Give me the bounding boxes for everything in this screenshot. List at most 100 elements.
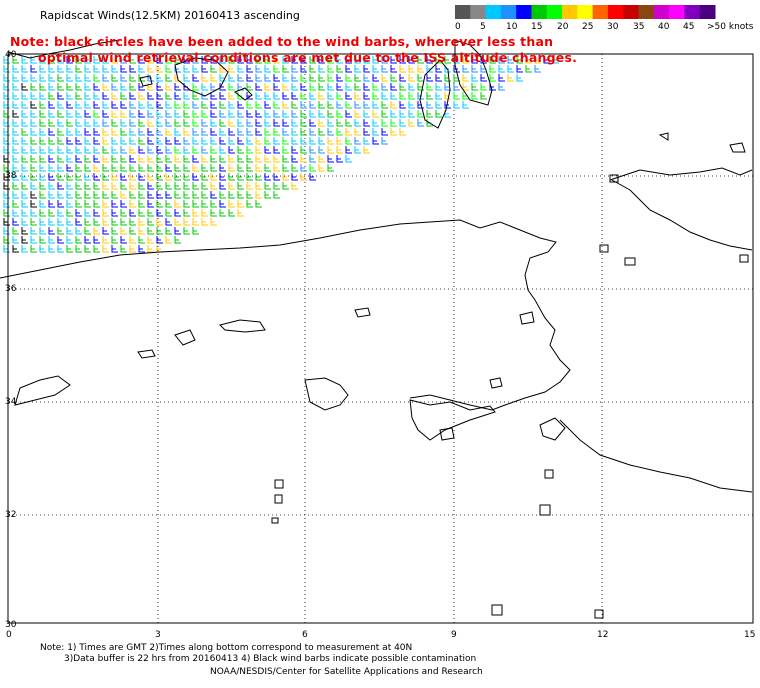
- colorbar-label: 15: [531, 22, 543, 32]
- wind-barb: [462, 56, 469, 64]
- wind-barb: [57, 119, 64, 127]
- wind-barb: [129, 164, 136, 172]
- wind-barb: [345, 155, 352, 163]
- wind-barb: [219, 209, 226, 217]
- wind-barb: [237, 146, 244, 154]
- wind-barb: [147, 191, 154, 199]
- wind-barb: [291, 164, 298, 172]
- wind-barb: [237, 155, 244, 163]
- wind-barb: [183, 191, 190, 199]
- wind-barb: [336, 128, 343, 136]
- wind-barb: [129, 200, 136, 208]
- wind-barb: [192, 92, 199, 100]
- wind-barb: [363, 137, 370, 145]
- wind-barb: [228, 101, 235, 109]
- wind-barb: [138, 146, 145, 154]
- wind-barb: [219, 128, 226, 136]
- wind-barb: [282, 119, 289, 127]
- wind-barb: [48, 65, 55, 73]
- wind-barb: [93, 164, 100, 172]
- colorbar-swatch: [546, 5, 563, 19]
- wind-barb: [21, 200, 28, 208]
- wind-barb: [84, 173, 91, 181]
- colorbar-swatch: [577, 5, 594, 19]
- wind-barb: [120, 173, 127, 181]
- wind-barb: [21, 164, 28, 172]
- wind-barb: [309, 65, 316, 73]
- wind-barb: [66, 155, 73, 163]
- wind-barb: [282, 173, 289, 181]
- colorbar-label: 30: [607, 22, 619, 32]
- wind-barb: [165, 83, 172, 91]
- wind-barb: [48, 227, 55, 235]
- wind-barb: [111, 83, 118, 91]
- wind-barb: [30, 128, 37, 136]
- wind-barb: [156, 164, 163, 172]
- wind-barb: [111, 65, 118, 73]
- wind-barb: [192, 164, 199, 172]
- wind-barb: [111, 200, 118, 208]
- wind-barb: [462, 92, 469, 100]
- wind-barb: [318, 128, 325, 136]
- wind-barb: [165, 137, 172, 145]
- wind-barb: [57, 128, 64, 136]
- wind-barb: [219, 155, 226, 163]
- wind-barb: [192, 200, 199, 208]
- colorbar-swatch: [684, 5, 701, 19]
- wind-barb: [102, 200, 109, 208]
- wind-barb: [138, 191, 145, 199]
- wind-barb: [417, 119, 424, 127]
- wind-barb: [165, 164, 172, 172]
- wind-barb: [192, 146, 199, 154]
- wind-barb: [3, 209, 10, 217]
- page-title: Rapidscat Winds(12.5KM) 20160413 ascendi…: [40, 9, 300, 22]
- wind-barb: [120, 74, 127, 82]
- lat-label-34: 34: [5, 397, 17, 407]
- wind-barb: [165, 92, 172, 100]
- wind-barb: [246, 83, 253, 91]
- wind-barb: [129, 182, 136, 190]
- wind-barb: [228, 164, 235, 172]
- wind-barb: [201, 218, 208, 226]
- colorbar-label: 10: [506, 22, 518, 32]
- wind-barb: [291, 56, 298, 64]
- wind-barb: [138, 155, 145, 163]
- wind-barb: [246, 182, 253, 190]
- wind-barb: [93, 101, 100, 109]
- wind-barb: [300, 146, 307, 154]
- wind-barb: [417, 56, 424, 64]
- wind-barb: [462, 65, 469, 73]
- wind-barb: [3, 119, 10, 127]
- wind-barb: [237, 137, 244, 145]
- wind-barb: [138, 227, 145, 235]
- wind-barb: [498, 74, 505, 82]
- wind-barb: [363, 128, 370, 136]
- wind-barb: [363, 110, 370, 118]
- wind-barb: [399, 101, 406, 109]
- wind-barb: [435, 65, 442, 73]
- wind-barb: [21, 101, 28, 109]
- wind-barb: [120, 137, 127, 145]
- wind-barb: [219, 110, 226, 118]
- wind-barb: [102, 245, 109, 253]
- wind-barb: [228, 173, 235, 181]
- wind-barb: [426, 101, 433, 109]
- wind-barb: [165, 227, 172, 235]
- wind-barb: [300, 101, 307, 109]
- wind-barb: [246, 164, 253, 172]
- wind-barb: [39, 173, 46, 181]
- wind-barb: [102, 110, 109, 118]
- wind-barb: [120, 191, 127, 199]
- wind-barb: [66, 209, 73, 217]
- wind-barb: [192, 119, 199, 127]
- wind-barb: [138, 92, 145, 100]
- wind-barb: [84, 56, 91, 64]
- wind-barb: [147, 101, 154, 109]
- wind-barb: [498, 83, 505, 91]
- wind-barb: [129, 218, 136, 226]
- wind-barb: [534, 65, 541, 73]
- wind-barb: [273, 164, 280, 172]
- wind-barb: [129, 227, 136, 235]
- wind-barb: [183, 209, 190, 217]
- wind-barb: [21, 236, 28, 244]
